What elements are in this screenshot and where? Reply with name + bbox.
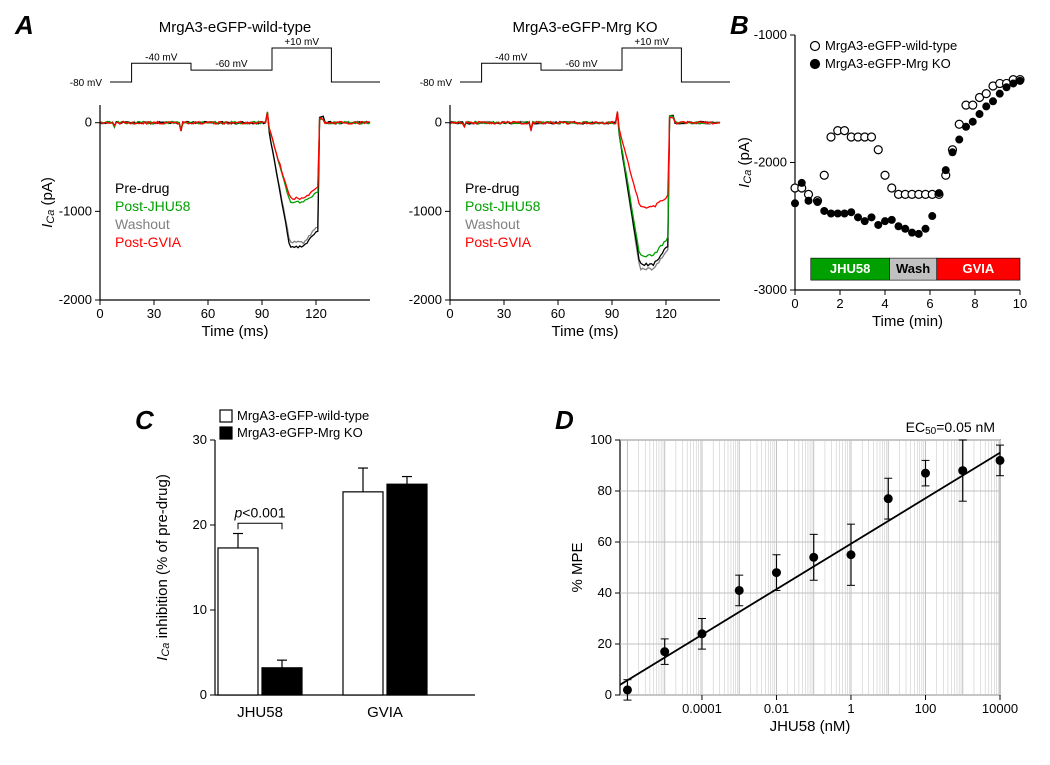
svg-text:EC50=0.05 nM: EC50=0.05 nM: [906, 419, 995, 437]
svg-text:MrgA3-eGFP-wild-type: MrgA3-eGFP-wild-type: [825, 38, 957, 53]
svg-text:0: 0: [200, 687, 207, 702]
svg-text:Time (ms): Time (ms): [202, 323, 269, 340]
svg-text:100: 100: [915, 701, 937, 716]
svg-text:0: 0: [605, 687, 612, 702]
svg-text:30: 30: [193, 432, 207, 447]
panel-label-a: A: [15, 10, 34, 41]
svg-text:20: 20: [193, 517, 207, 532]
svg-text:Pre-drug: Pre-drug: [115, 180, 169, 196]
svg-text:0: 0: [791, 296, 798, 311]
svg-text:0: 0: [96, 306, 103, 321]
svg-text:6: 6: [926, 296, 933, 311]
svg-text:-40 mV: -40 mV: [495, 52, 528, 63]
svg-text:Washout: Washout: [115, 216, 170, 232]
svg-text:ICa (pA): ICa (pA): [40, 177, 57, 228]
svg-text:ICa (pA): ICa (pA): [736, 137, 754, 188]
svg-text:MrgA3-eGFP-Mrg KO: MrgA3-eGFP-Mrg KO: [237, 425, 363, 440]
svg-text:-80 mV: -80 mV: [70, 78, 103, 89]
svg-text:0: 0: [85, 115, 92, 130]
svg-text:20: 20: [598, 636, 612, 651]
svg-text:-60 mV: -60 mV: [215, 59, 248, 70]
svg-text:30: 30: [147, 306, 161, 321]
svg-text:+10 mV: +10 mV: [284, 37, 319, 48]
svg-text:p<0.001: p<0.001: [233, 504, 285, 520]
svg-text:Post-JHU58: Post-JHU58: [115, 198, 191, 214]
svg-text:JHU58: JHU58: [830, 261, 870, 276]
svg-text:1: 1: [847, 701, 854, 716]
svg-text:MrgA3-eGFP-Mrg KO: MrgA3-eGFP-Mrg KO: [512, 19, 657, 36]
svg-text:Post-JHU58: Post-JHU58: [465, 198, 541, 214]
svg-text:90: 90: [605, 306, 619, 321]
svg-text:Wash: Wash: [896, 261, 930, 276]
figure: A B C D MrgA3-eGFP-wild-type-80 mV-40 mV…: [10, 10, 1040, 755]
svg-text:80: 80: [598, 483, 612, 498]
svg-text:% MPE: % MPE: [569, 542, 586, 592]
svg-text:60: 60: [551, 306, 565, 321]
svg-text:0: 0: [446, 306, 453, 321]
svg-text:Post-GVIA: Post-GVIA: [115, 234, 182, 250]
svg-text:8: 8: [971, 296, 978, 311]
svg-text:MrgA3-eGFP-wild-type: MrgA3-eGFP-wild-type: [237, 408, 369, 423]
svg-text:10000: 10000: [982, 701, 1018, 716]
svg-text:120: 120: [655, 306, 677, 321]
svg-text:Pre-drug: Pre-drug: [465, 180, 519, 196]
svg-text:-1000: -1000: [59, 203, 92, 218]
svg-text:2: 2: [836, 296, 843, 311]
svg-text:Washout: Washout: [465, 216, 520, 232]
svg-text:100: 100: [590, 432, 612, 447]
svg-text:4: 4: [881, 296, 888, 311]
svg-text:ICa inhibition (% of pre-drug): ICa inhibition (% of pre-drug): [154, 474, 172, 661]
svg-text:+10 mV: +10 mV: [634, 37, 669, 48]
svg-text:-1000: -1000: [409, 203, 442, 218]
svg-text:60: 60: [201, 306, 215, 321]
svg-text:Time (ms): Time (ms): [552, 323, 619, 340]
panel-a: MrgA3-eGFP-wild-type -80 mV -40 mV -60 mV +1…: [40, 10, 740, 350]
svg-text:30: 30: [497, 306, 511, 321]
svg-text:60: 60: [598, 534, 612, 549]
svg-text:10: 10: [193, 602, 207, 617]
svg-text:-2000: -2000: [59, 292, 92, 307]
svg-text:120: 120: [305, 306, 327, 321]
svg-text:Post-GVIA: Post-GVIA: [465, 234, 532, 250]
svg-text:MrgA3-eGFP-Mrg KO: MrgA3-eGFP-Mrg KO: [825, 56, 951, 71]
svg-text:-40 mV: -40 mV: [145, 52, 178, 63]
svg-text:JHU58 (nM): JHU58 (nM): [770, 718, 851, 735]
panel-c: 0 10 20 30 ICa inhibition (% of pre-drug) JHU…: [140, 405, 520, 755]
svg-text:MrgA3-eGFP-wild-type: MrgA3-eGFP-wild-type: [159, 19, 312, 36]
svg-text:-2000: -2000: [409, 292, 442, 307]
svg-text:40: 40: [598, 585, 612, 600]
svg-text:-1000: -1000: [754, 27, 787, 42]
panel-d: 0 20 40 60 80 100 0.0001 0.01 1 100 10000 JHU58 (nM…: [560, 405, 1040, 755]
svg-text:90: 90: [255, 306, 269, 321]
svg-text:0: 0: [435, 115, 442, 130]
svg-text:JHU58: JHU58: [237, 704, 283, 721]
svg-text:GVIA: GVIA: [367, 704, 403, 721]
svg-text:-2000: -2000: [754, 155, 787, 170]
svg-text:-3000: -3000: [754, 282, 787, 297]
svg-text:-80 mV: -80 mV: [420, 78, 453, 89]
panel-b: 0 2 4 6 8 10 -1000 -2000 -3000 Time (min) ICa (pA)…: [735, 10, 1040, 350]
svg-text:Time (min): Time (min): [872, 313, 943, 330]
svg-text:GVIA: GVIA: [962, 261, 994, 276]
svg-text:10: 10: [1013, 296, 1027, 311]
svg-text:0.01: 0.01: [764, 701, 789, 716]
svg-text:-60 mV: -60 mV: [565, 59, 598, 70]
svg-text:0.0001: 0.0001: [682, 701, 722, 716]
